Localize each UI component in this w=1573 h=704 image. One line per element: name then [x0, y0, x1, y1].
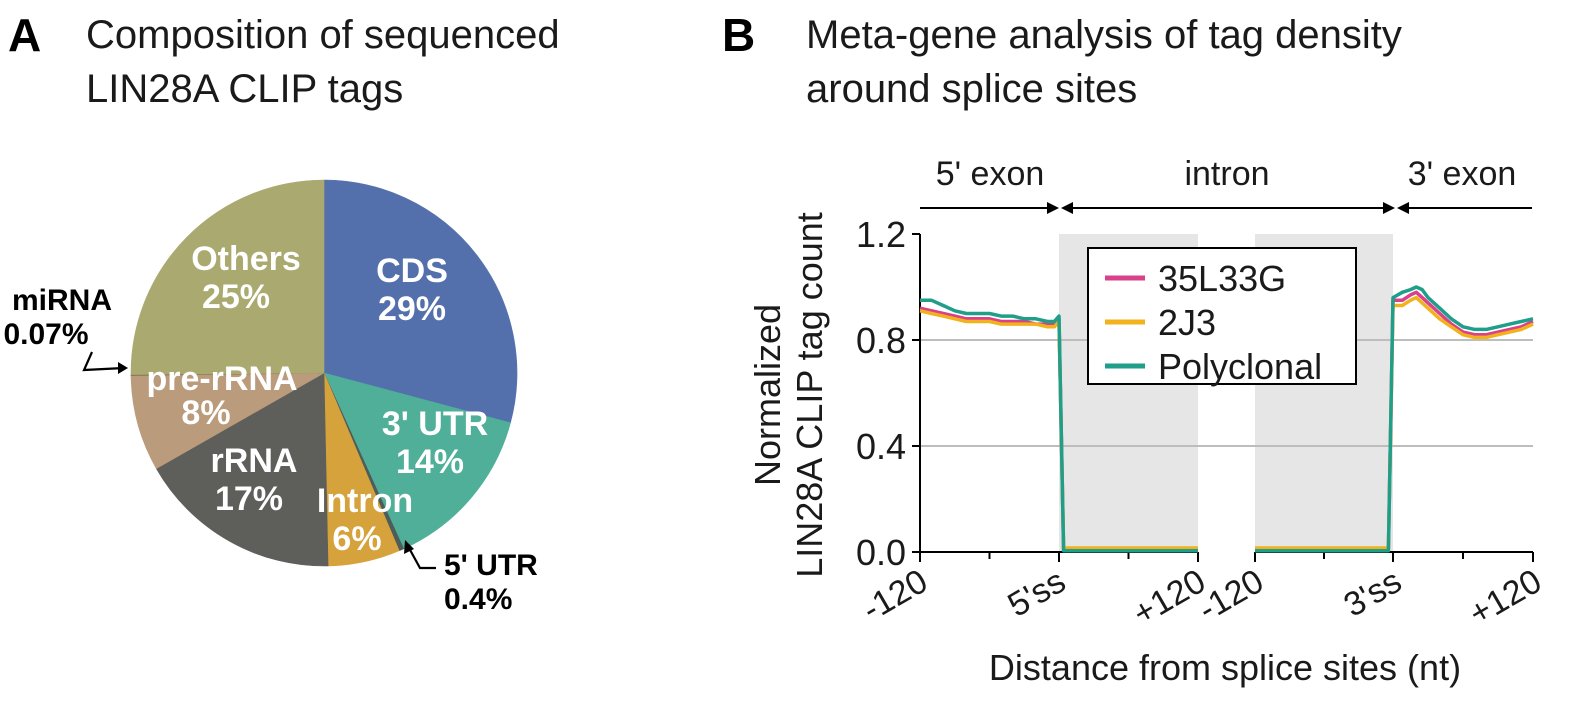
- pie-slice-cds: [323, 179, 518, 424]
- legend-label-35l33g: 35L33G: [1158, 258, 1286, 299]
- y-tick-label: 0.0: [856, 532, 906, 573]
- legend-box: [1087, 247, 1357, 385]
- callout-label-mirna: miRNA: [12, 284, 112, 317]
- series-line-35l33g-2: [1255, 290, 1534, 552]
- slice-label-3utr: 3' UTR: [382, 405, 488, 443]
- x-tick-label: +120: [1463, 562, 1548, 633]
- panel-a-title-line1: Composition of sequenced: [86, 13, 560, 57]
- pie-slice-pre-rrna: [130, 372, 325, 469]
- callout-value-mirna: 0.07%: [3, 318, 88, 351]
- pie-slices: [130, 179, 518, 567]
- region-arrows: [920, 202, 1532, 214]
- y-tick-label: 0.8: [856, 320, 906, 361]
- region-label-5-exon: 5' exon: [936, 155, 1045, 193]
- slice-value-3utr: 14%: [396, 443, 464, 481]
- legend-label-polyclonal: Polyclonal: [1158, 346, 1322, 387]
- pie-slice-3-utr: [323, 372, 511, 550]
- callout-arrow-5utr: [408, 547, 436, 570]
- panel-a-letter: A: [8, 9, 42, 61]
- slice-value-rrna: 17%: [215, 480, 283, 518]
- y-axis-title-line1: Normalized: [747, 304, 788, 486]
- x-axis-title: Distance from splice sites (nt): [989, 647, 1461, 688]
- x-tick-label: 5'ss: [1002, 562, 1072, 625]
- slice-label-pre-rrna: pre-rRNA: [146, 360, 297, 398]
- series-lines: [919, 285, 1534, 553]
- slice-value-cds: 29%: [378, 290, 446, 328]
- slice-label-others: Others: [191, 240, 301, 278]
- x-tick-label: 3'ss: [1338, 562, 1408, 625]
- y-tick-label: 1.2: [856, 214, 906, 255]
- panel-a-title-line2: LIN28A CLIP tags: [86, 67, 404, 111]
- callout-value-5utr: 0.4%: [444, 583, 512, 616]
- y-axis-title-line2: LIN28A CLIP tag count: [789, 212, 830, 578]
- callout-arrowhead-5utr: [404, 540, 414, 554]
- callout-arrow-mirna: [82, 351, 125, 372]
- callout-label-5utr: 5' UTR: [444, 549, 538, 582]
- callout-arrowhead-mirna: [118, 362, 128, 374]
- pie-chart: CDS 29% 3' UTR 14% Intron 6% rRNA 17% pr…: [3, 179, 538, 616]
- panel-b-title-line2: around splice sites: [806, 67, 1138, 111]
- slice-value-others: 25%: [202, 278, 270, 316]
- slice-label-rrna: rRNA: [211, 442, 298, 480]
- pie-slice-others: [130, 179, 325, 375]
- slice-value-intron: 6%: [332, 520, 381, 558]
- legend-label-2j3: 2J3: [1158, 302, 1216, 343]
- y-tick-label: 0.4: [856, 426, 906, 467]
- region-label-3-exon: 3' exon: [1408, 155, 1517, 193]
- series-line-polyclonal-2: [1255, 285, 1534, 553]
- slice-label-cds: CDS: [376, 252, 448, 290]
- slice-value-pre-rrna: 8%: [181, 394, 230, 432]
- region-label-intron: intron: [1184, 155, 1269, 193]
- pie-slice-rrna: [155, 372, 329, 567]
- x-tick-label: -120: [1192, 562, 1270, 629]
- pie-labels: CDS 29% 3' UTR 14% Intron 6% rRNA 17% pr…: [3, 240, 538, 616]
- panel-b-letter: B: [722, 9, 756, 61]
- panel-b-title-line1: Meta-gene analysis of tag density: [806, 13, 1402, 57]
- line-chart: 0.0 0.4 0.8 1.2 -120 5'ss +120 -120 3'ss…: [747, 155, 1548, 688]
- series-line-2j3-2: [1255, 295, 1534, 550]
- series-line-polyclonal-1: [920, 298, 1198, 553]
- slice-label-intron: Intron: [317, 482, 413, 520]
- legend: 35L33G 2J3 Polyclonal: [1087, 247, 1357, 387]
